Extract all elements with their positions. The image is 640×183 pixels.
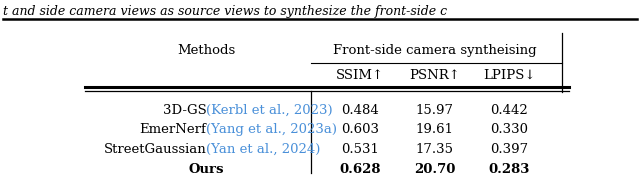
- Text: 3D-GS: 3D-GS: [163, 104, 207, 117]
- Text: LPIPS↓: LPIPS↓: [483, 69, 535, 82]
- Text: 0.442: 0.442: [490, 104, 528, 117]
- Text: 0.628: 0.628: [339, 163, 381, 176]
- Text: 0.397: 0.397: [490, 143, 528, 156]
- Text: 17.35: 17.35: [415, 143, 454, 156]
- Text: 19.61: 19.61: [415, 123, 454, 136]
- Text: Front-side camera syntheising: Front-side camera syntheising: [333, 44, 536, 57]
- Text: Methods: Methods: [177, 44, 236, 57]
- Text: (Yan et al., 2024): (Yan et al., 2024): [207, 143, 321, 156]
- Text: 0.484: 0.484: [341, 104, 379, 117]
- Text: EmerNerf: EmerNerf: [140, 123, 207, 136]
- Text: 0.603: 0.603: [341, 123, 380, 136]
- Text: (Kerbl et al., 2023): (Kerbl et al., 2023): [207, 104, 333, 117]
- Text: 0.283: 0.283: [488, 163, 530, 176]
- Text: PSNR↑: PSNR↑: [409, 69, 460, 82]
- Text: 0.330: 0.330: [490, 123, 528, 136]
- Text: Ours: Ours: [189, 163, 224, 176]
- Text: (Yang et al., 2023a): (Yang et al., 2023a): [207, 123, 337, 136]
- Text: SSIM↑: SSIM↑: [336, 69, 384, 82]
- Text: StreetGaussian: StreetGaussian: [104, 143, 207, 156]
- Text: t and side camera views as source views to synthesize the front-side c: t and side camera views as source views …: [3, 5, 447, 18]
- Text: 15.97: 15.97: [415, 104, 454, 117]
- Text: 20.70: 20.70: [414, 163, 455, 176]
- Text: 0.531: 0.531: [341, 143, 379, 156]
